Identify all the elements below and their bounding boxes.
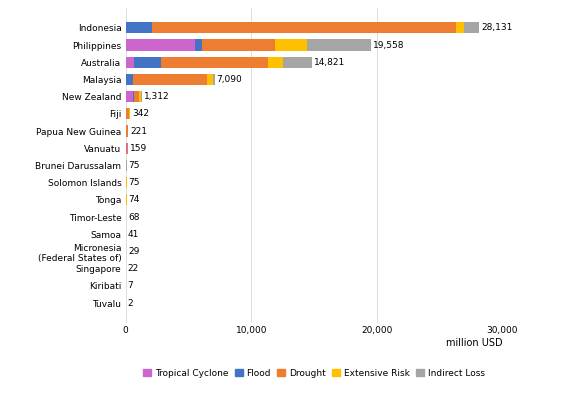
Text: 74: 74 (128, 195, 140, 204)
Text: 2: 2 (127, 299, 133, 308)
Text: 41: 41 (128, 230, 139, 239)
Text: 1,312: 1,312 (144, 92, 170, 101)
Text: 75: 75 (128, 178, 140, 187)
Bar (283, 57, 312, 68)
Text: 159: 159 (130, 144, 147, 153)
Bar (141, 91, 142, 102)
Bar (132, 91, 134, 102)
Text: 22: 22 (128, 264, 139, 273)
Bar (152, 22, 456, 33)
Bar (456, 22, 464, 33)
Bar (126, 91, 132, 102)
Bar (307, 39, 371, 50)
Text: 7: 7 (127, 281, 134, 290)
Bar (207, 74, 214, 85)
Text: 68: 68 (128, 213, 140, 221)
Bar (464, 22, 479, 33)
Bar (126, 57, 134, 68)
Bar (139, 91, 141, 102)
Text: 29: 29 (128, 247, 139, 256)
Bar (275, 39, 307, 50)
Text: 28,131: 28,131 (481, 23, 512, 32)
Bar (161, 57, 268, 68)
Bar (133, 74, 207, 85)
Bar (134, 91, 139, 102)
Bar (126, 74, 133, 85)
Bar (126, 143, 127, 154)
Bar (126, 22, 152, 33)
Bar (126, 108, 129, 119)
Bar (195, 39, 202, 50)
X-axis label: million USD: million USD (446, 338, 502, 348)
Bar (202, 39, 275, 50)
Bar (134, 57, 161, 68)
Bar (268, 57, 283, 68)
Bar (214, 74, 215, 85)
Text: 342: 342 (132, 110, 149, 118)
Text: 14,821: 14,821 (313, 58, 345, 67)
Bar (126, 125, 128, 137)
Legend: Tropical Cyclone, Flood, Drought, Extensive Risk, Indirect Loss: Tropical Cyclone, Flood, Drought, Extens… (143, 368, 485, 377)
Text: 221: 221 (130, 126, 147, 136)
Text: 7,090: 7,090 (216, 75, 242, 84)
Text: 19,558: 19,558 (373, 41, 405, 50)
Text: 75: 75 (128, 161, 140, 170)
Bar (126, 39, 195, 50)
